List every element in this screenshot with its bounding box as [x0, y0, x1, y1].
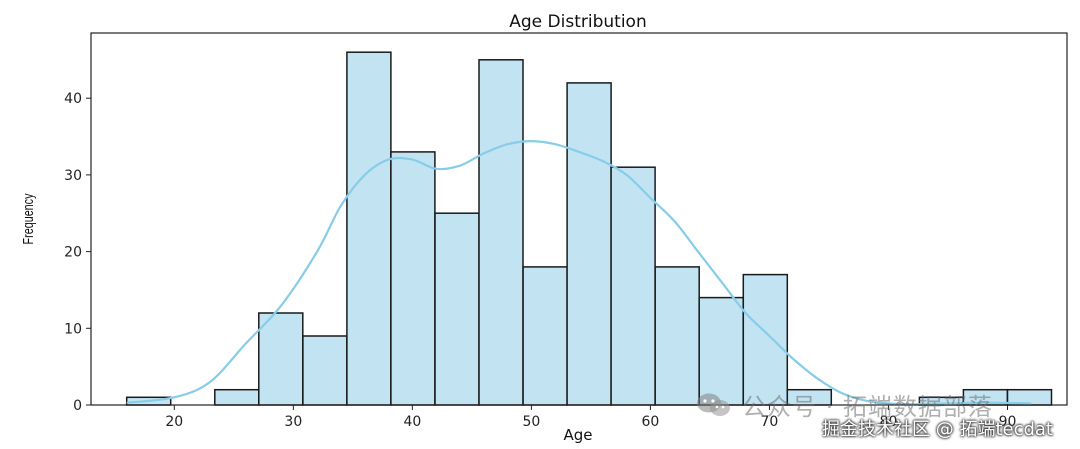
histogram-bar-11	[610, 166, 656, 406]
x-tick-label-80: 80	[880, 414, 898, 430]
histogram-bar-9	[522, 266, 568, 406]
x-axis-ticks: 20 30 40 50 60 70 80 90	[165, 405, 1016, 430]
histogram-bar-10	[566, 82, 612, 406]
x-tick-label-50: 50	[522, 414, 540, 430]
x-tick-label-70: 70	[761, 414, 779, 430]
bars-layer	[125, 51, 1053, 406]
y-tick-label-0: 0	[73, 398, 82, 414]
y-axis-ticks: 0 10 20 30 40	[64, 91, 91, 414]
x-tick-label-20: 20	[165, 414, 183, 430]
y-tick-label-10: 10	[64, 321, 82, 337]
histogram-bar-3	[258, 312, 304, 406]
histogram-bar-7	[434, 212, 480, 406]
x-tick-label-30: 30	[284, 414, 302, 430]
watermark-line2: 掘金技术社区 @ 拓端tecdat	[822, 419, 1053, 440]
histogram-bar-6	[390, 151, 436, 406]
plot-frame	[90, 32, 1068, 406]
x-axis-label: Age	[563, 426, 592, 444]
kde-curve	[126, 139, 1032, 406]
chart-title: Age Distribution	[509, 12, 646, 32]
histogram-bar-12	[654, 266, 700, 406]
x-tick-label-90: 90	[999, 414, 1017, 430]
histogram-bar-14	[742, 273, 789, 406]
histogram-bar-13	[698, 296, 744, 406]
wechat-icon	[697, 393, 730, 416]
y-axis-label: Frequency	[19, 193, 36, 244]
watermark-line1: 公众号 · 拓端数据部落	[742, 393, 993, 421]
x-tick-label-40: 40	[403, 414, 421, 430]
histogram-bar-5	[346, 51, 392, 406]
y-tick-label-30: 30	[64, 168, 82, 184]
histogram-bar-4	[302, 335, 348, 406]
y-tick-label-20: 20	[64, 245, 82, 261]
x-tick-label-60: 60	[642, 414, 660, 430]
histogram-bar-2	[214, 388, 260, 406]
y-tick-label-40: 40	[64, 91, 82, 107]
histogram-bar-8	[478, 59, 524, 406]
